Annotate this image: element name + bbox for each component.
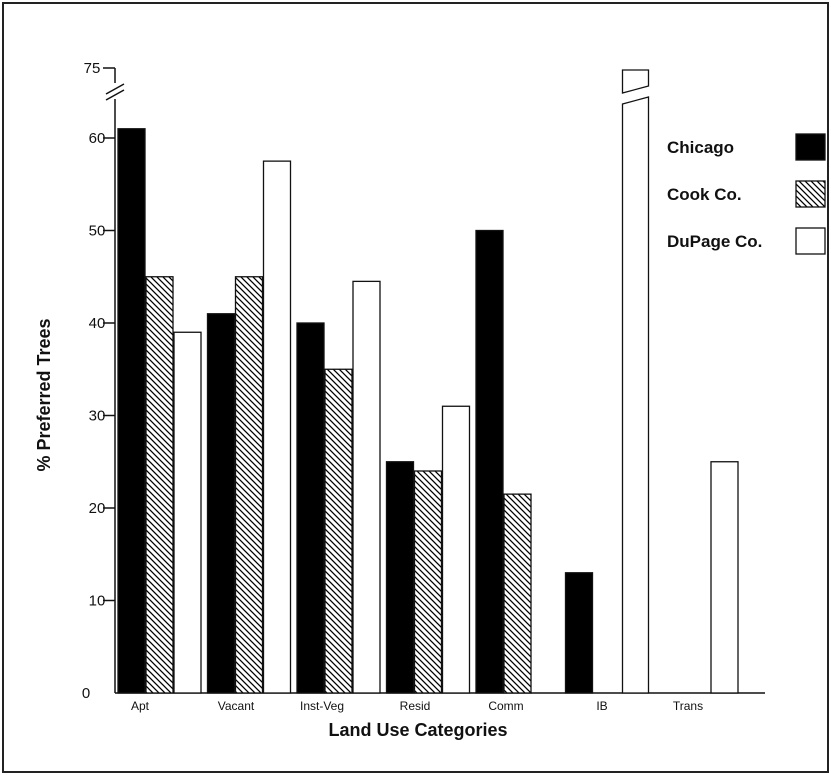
bar [564, 572, 594, 694]
legend-swatch [795, 133, 826, 161]
legend-label: Chicago [667, 138, 734, 157]
x-axis-title: Land Use Categories [328, 720, 507, 740]
bar [475, 229, 504, 694]
bar [206, 313, 236, 694]
y-axis-title: % Preferred Trees [34, 318, 54, 471]
x-tick-label: Inst-Veg [300, 699, 344, 713]
legend-swatch [795, 227, 826, 255]
x-tick-label: IB [596, 699, 607, 713]
legend: Chicago Cook Co. DuPage Co. [667, 133, 826, 255]
legend-label: Cook Co. [667, 185, 742, 204]
axis-break-mark [105, 83, 125, 95]
y-ticks: 0 10 20 30 40 50 60 75 [82, 60, 115, 702]
bar [234, 276, 264, 694]
category-labels: Apt Vacant Inst-Veg Resid Comm IB Trans [131, 699, 703, 713]
bar [503, 493, 532, 694]
bar [145, 276, 174, 694]
x-tick-label: Trans [673, 699, 703, 713]
x-tick-label: Resid [400, 699, 431, 713]
y-tick-label: 40 [89, 315, 106, 332]
bar [324, 368, 353, 694]
bar [173, 331, 202, 694]
y-tick-label: 60 [89, 130, 106, 147]
x-tick-label: Apt [131, 699, 150, 713]
y-tick-label: 20 [89, 500, 106, 517]
y-tick-label: 30 [89, 408, 106, 425]
y-tick-label: 0 [82, 685, 90, 702]
legend-swatch [795, 180, 826, 208]
y-tick-label: 75 [84, 60, 101, 77]
bar [117, 128, 146, 694]
bar [262, 160, 292, 694]
axis-break-mark [105, 89, 125, 101]
x-tick-label: Comm [488, 699, 523, 713]
x-tick-label: Vacant [218, 699, 255, 713]
bar [352, 280, 381, 694]
bar [710, 461, 739, 694]
bar [413, 470, 443, 694]
bar [621, 96, 650, 694]
bar [621, 69, 650, 94]
bar [296, 322, 325, 694]
y-tick-label: 10 [89, 593, 106, 610]
legend-label: DuPage Co. [667, 232, 762, 251]
bar [385, 461, 415, 694]
y-tick-label: 50 [89, 223, 106, 240]
bar [441, 405, 471, 694]
bars [117, 69, 739, 694]
